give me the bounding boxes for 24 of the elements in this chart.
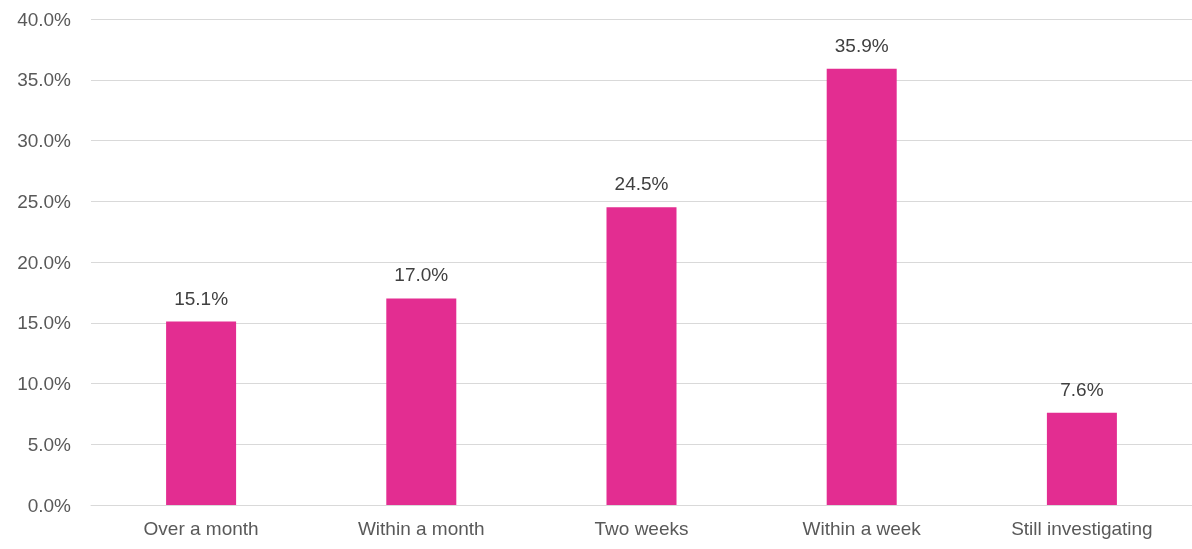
y-tick-label: 15.0% bbox=[17, 312, 72, 334]
bar bbox=[386, 298, 457, 505]
data-label: 15.1% bbox=[174, 287, 229, 309]
y-tick-label: 35.0% bbox=[17, 69, 72, 91]
bar bbox=[606, 207, 677, 505]
y-tick-label: 40.0% bbox=[17, 8, 72, 30]
x-tick-label: Within a week bbox=[802, 518, 922, 539]
data-label: 7.6% bbox=[1060, 378, 1104, 400]
data-label: 35.9% bbox=[834, 34, 889, 56]
y-tick-label: 20.0% bbox=[17, 251, 72, 273]
y-tick-label: 5.0% bbox=[27, 433, 72, 455]
data-label: 17.0% bbox=[394, 264, 449, 286]
y-tick-label: 10.0% bbox=[17, 373, 72, 394]
y-tick-label: 30.0% bbox=[17, 130, 72, 151]
bar bbox=[166, 321, 237, 505]
x-tick-label: Still investigating bbox=[1011, 518, 1153, 539]
y-tick-label: 0.0% bbox=[27, 494, 72, 516]
x-tick-label: Over a month bbox=[143, 518, 259, 539]
y-tick-label: 25.0% bbox=[17, 190, 72, 212]
bar bbox=[826, 68, 897, 505]
x-tick-label: Two weeks bbox=[594, 518, 689, 539]
data-label: 24.5% bbox=[614, 173, 669, 195]
x-tick-label: Within a month bbox=[357, 518, 485, 539]
bar bbox=[1046, 412, 1117, 505]
